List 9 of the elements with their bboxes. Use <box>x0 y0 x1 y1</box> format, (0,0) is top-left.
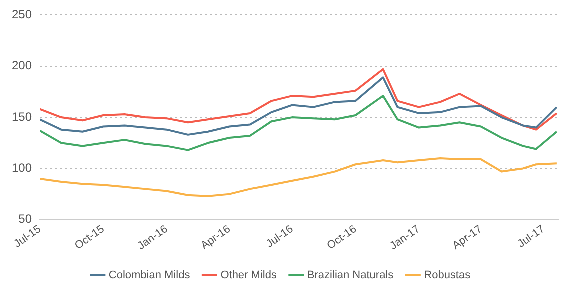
y-tick-label: 150 <box>12 110 32 124</box>
y-tick-label: 200 <box>12 58 32 73</box>
legend-label: Colombian Milds <box>108 270 191 282</box>
y-tick-label: 100 <box>12 161 32 176</box>
y-tick-label: 50 <box>18 212 32 226</box>
legend-label: Brazilian Naturals <box>307 270 394 282</box>
legend-label: Robustas <box>424 270 472 282</box>
legend-label: Other Milds <box>220 270 278 282</box>
y-tick-label: 250 <box>12 8 32 22</box>
